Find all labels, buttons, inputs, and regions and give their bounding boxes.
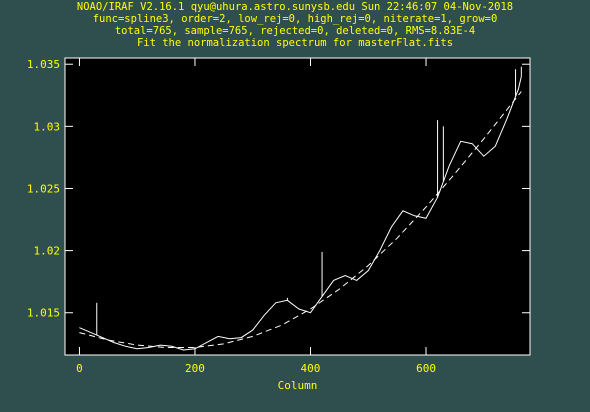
y-tick-label: 1.035 xyxy=(27,58,60,71)
x-tick-label: 0 xyxy=(76,362,83,375)
x-tick-label: 200 xyxy=(185,362,205,375)
data-curve-line xyxy=(79,76,522,351)
y-tick-label: 1.02 xyxy=(34,245,61,258)
header-line-3: total=765, sample=765, rejected=0, delet… xyxy=(114,25,476,37)
x-axis-label: Column xyxy=(278,379,318,392)
fit-curve-line xyxy=(79,91,522,348)
y-tick-label: 1.025 xyxy=(27,182,60,195)
y-tick-label: 1.015 xyxy=(27,307,60,320)
x-tick-label: 400 xyxy=(301,362,321,375)
header-line-1: NOAO/IRAF V2.16.1 qyu@uhura.astro.sunysb… xyxy=(76,1,514,13)
plot-area xyxy=(64,57,531,356)
chart-title: Fit the normalization spectrum for maste… xyxy=(136,37,454,49)
y-tick-label: 1.03 xyxy=(34,120,61,133)
header-line-2: func=spline3, order=2, low_rej=0, high_r… xyxy=(92,13,498,25)
x-tick-label: 600 xyxy=(416,362,436,375)
